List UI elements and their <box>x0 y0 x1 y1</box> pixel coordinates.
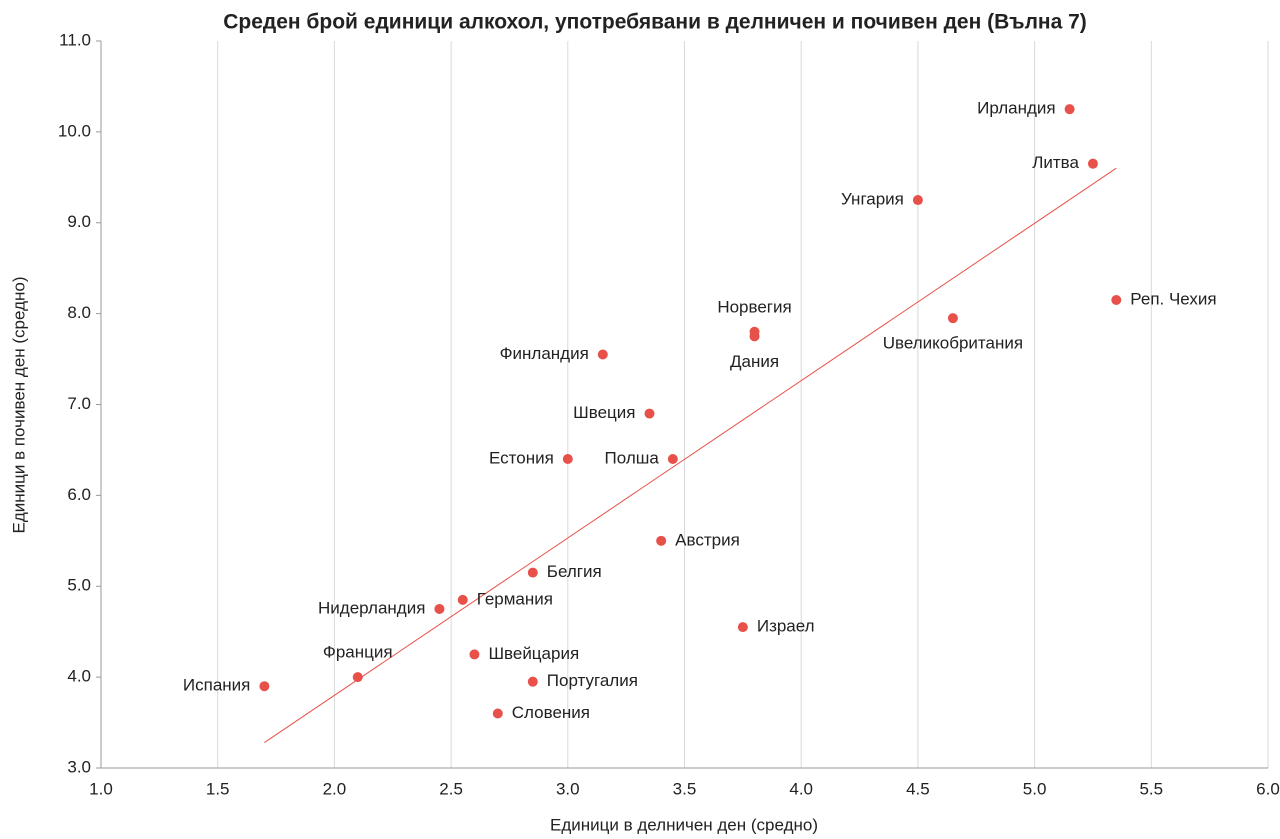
point <box>352 672 363 683</box>
y-tick-label: 8.0 <box>67 303 91 322</box>
chart-title: Среден брой единици алкохол, употребяван… <box>223 11 1087 34</box>
y-tick-label: 10.0 <box>58 121 91 140</box>
x-tick-label: 3.5 <box>673 779 697 798</box>
point-label: Германия <box>477 589 553 608</box>
point <box>1064 104 1075 115</box>
x-axis-title: Единици в делничен ден (средно) <box>550 815 818 834</box>
point <box>597 349 608 360</box>
y-tick-label: 4.0 <box>67 667 91 686</box>
point-label: Ирландия <box>977 99 1055 118</box>
point-label: Реп. Чехия <box>1130 289 1216 308</box>
point-label: Дания <box>730 352 779 371</box>
point <box>1087 158 1098 169</box>
point-label: Израел <box>757 617 815 636</box>
point <box>527 567 538 578</box>
x-tick-label: 2.5 <box>439 779 463 798</box>
x-tick-label: 2.0 <box>323 779 347 798</box>
point-label: Полша <box>605 449 660 468</box>
point-label: Словения <box>512 703 590 722</box>
y-axis-title: Единици в почивен ден (средно) <box>9 276 28 533</box>
point <box>947 313 958 324</box>
point <box>912 195 923 206</box>
y-tick-label: 5.0 <box>67 576 91 595</box>
point <box>562 454 573 465</box>
x-tick-label: 6.0 <box>1256 779 1280 798</box>
point-label: Швеция <box>573 403 635 422</box>
trendline <box>264 167 1117 743</box>
point-label: Унгария <box>841 190 904 209</box>
point-label: Литва <box>1032 153 1079 172</box>
point-label: Норвегия <box>717 297 791 316</box>
x-tick-label: 4.5 <box>906 779 930 798</box>
point <box>737 622 748 633</box>
point <box>656 535 667 546</box>
y-tick-label: 7.0 <box>67 394 91 413</box>
x-tick-label: 1.5 <box>206 779 230 798</box>
point-label: Франция <box>323 643 393 662</box>
point-label: Нидерландия <box>318 598 425 617</box>
x-tick-label: 4.0 <box>789 779 813 798</box>
point <box>1111 294 1122 305</box>
point-label: Португалия <box>547 671 638 690</box>
x-tick-label: 1.0 <box>89 779 113 798</box>
point-label: Испания <box>183 676 250 695</box>
point-label: Естония <box>489 449 554 468</box>
point <box>644 408 655 419</box>
point-label: Швейцария <box>488 644 579 663</box>
y-tick-label: 11.0 <box>59 30 91 49</box>
point <box>434 603 445 614</box>
point-label: Белгия <box>547 562 602 581</box>
x-tick-label: 5.5 <box>1139 779 1163 798</box>
y-tick-label: 9.0 <box>67 212 91 231</box>
point <box>527 676 538 687</box>
point <box>667 454 678 465</box>
point <box>749 331 760 342</box>
y-tick-label: 3.0 <box>67 757 91 776</box>
x-tick-label: 3.0 <box>556 779 580 798</box>
point <box>492 708 503 719</box>
x-tick-label: 5.0 <box>1023 779 1047 798</box>
point-label: Uвеликобритания <box>883 334 1023 353</box>
point-label: Австрия <box>675 530 740 549</box>
point <box>469 649 480 660</box>
point-label: Финландия <box>500 344 589 363</box>
point <box>259 681 270 692</box>
point <box>457 594 468 605</box>
y-tick-label: 6.0 <box>67 485 91 504</box>
